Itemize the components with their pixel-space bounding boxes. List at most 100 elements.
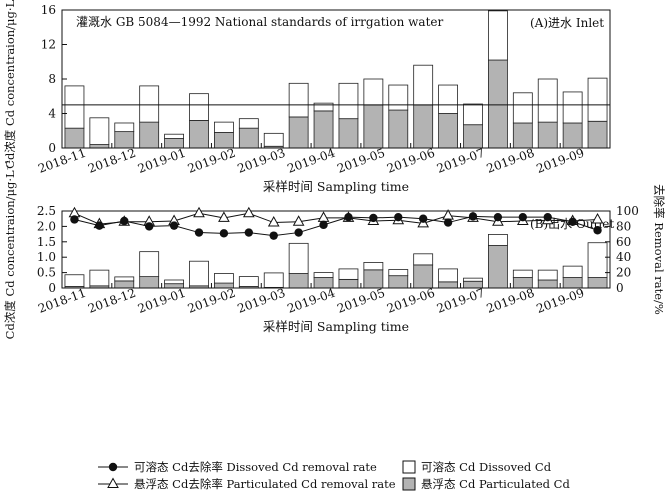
x-tick-label: 2019-08 [485,286,537,316]
x-tick-label: 2019-08 [485,146,537,176]
y-tick-label: 0 [48,281,56,295]
dissolved-removal-point [95,221,104,230]
dissolved-bar [164,279,184,285]
dissolved-bar [64,85,85,129]
dissolved-removal-point [518,212,528,222]
dissolved-bar [587,77,608,122]
particulated-bar [64,127,85,149]
x-tick-label: 2019-06 [385,286,437,316]
legend-label: 可溶态 Cd Dissoved Cd [421,460,552,474]
particulated-bar [189,120,209,149]
particulated-bar [463,124,483,149]
panel-label: (A)进水 Inlet [530,16,604,30]
dissolved-removal-point [369,213,378,223]
dissolved-bar [214,273,234,284]
x-tick-label: 2019-02 [186,286,238,316]
particulated-bar [313,110,334,149]
dissolved-bar [338,82,359,120]
dissolved-bar [64,274,85,287]
dissolved-bar [89,117,110,145]
y2-tick-label: 100 [616,204,639,218]
dissolved-removal-point [543,212,552,222]
dissolved-bar [537,269,558,281]
x-tick-label: 2019-07 [435,286,487,316]
particulated-removal-point [242,206,255,218]
legend-dissolved-box [402,460,416,474]
particulated-bar [388,275,409,289]
particulated-bar [537,279,558,289]
x-tick-label: 2019-01 [136,286,188,316]
x-tick-label: 2019-05 [335,286,387,316]
particulated-bar [488,59,508,149]
particulated-removal-point [591,212,604,224]
x-tick-label: 2019-09 [534,286,586,316]
particulated-bar [438,281,458,289]
legend-circle-marker [108,462,118,472]
y-axis-title: Cd浓度 Cd concentraion/μg·L⁻¹ [3,0,17,169]
plot-frame [61,210,611,289]
dissolved-bar [288,242,309,274]
dissolved-bar [89,269,110,287]
x-tick-label: 2018-11 [36,286,88,316]
dissolved-bar [388,84,409,111]
particulated-removal-line [74,212,598,225]
particulated-bar [89,144,110,149]
dissolved-bar [512,269,533,278]
particulated-bar [438,113,458,149]
particulated-bar [288,116,309,149]
dissolved-removal-point [219,229,229,238]
dissolved-bar [488,10,508,61]
dissolved-bar [438,268,458,283]
particulated-bar [587,277,608,289]
particulated-bar [139,276,160,289]
y2-tick-label: 60 [616,235,631,249]
particulated-bar [338,118,359,149]
particulated-removal-point [317,211,330,222]
y-tick-label: 12 [41,38,56,52]
x-tick-label: 2018-11 [36,146,88,176]
dissolved-removal-point [244,228,254,237]
dissolved-bar [214,121,234,133]
dissolved-removal-point [169,221,179,230]
x-tick-label: 2019-04 [285,146,337,176]
particulated-bar [413,104,434,149]
particulated-bar [388,109,409,149]
x-tick-label: 2019-02 [186,146,238,176]
dissolved-removal-point [294,228,303,237]
dissolved-bar [313,272,334,278]
dissolved-removal-point [394,212,403,222]
dissolved-removal-point [70,215,79,224]
particulated-bar [512,122,533,149]
particulated-bar [338,278,359,289]
legend-triangle-marker [107,477,119,488]
dissolved-bar [139,251,160,278]
legend-label: 悬浮态 Cd Particulated Cd [421,477,570,491]
particulated-bar [587,120,608,149]
dissolved-bar [139,85,160,123]
dissolved-bar [363,78,384,106]
x-axis-title: 采样时间 Sampling time [263,319,409,334]
dissolved-removal-point [468,212,478,221]
legend-label: 可溶态 Cd去除率 Dissoved Cd removal rate [134,460,377,474]
standard-annotation: 灌溉水 GB 5084—1992 National standards of i… [76,15,443,29]
x-tick-label: 2019-01 [136,146,188,176]
legend: 可溶态 Cd去除率 Dissoved Cd removal rate 可溶态 Cd… [98,460,570,491]
dissolved-bar [288,82,309,118]
dissolved-bar [238,118,259,129]
dissolved-removal-point [493,212,503,222]
particulated-bar [413,264,434,289]
x-tick-label: 2018-12 [86,146,138,176]
particulated-bar [537,121,558,149]
dissolved-bar [587,242,608,278]
particulated-bar [238,127,259,149]
y-tick-label: 2.0 [37,219,56,233]
y2-axis-title: 去除率 Removal rate/% [652,184,666,315]
inlet-panel: 04812162018-112018-122019-012019-022019-… [3,0,611,194]
dissolved-bar [512,92,533,124]
dissolved-bar [114,122,135,133]
particulated-removal-point [218,211,230,222]
y-tick-label: 4 [48,107,56,121]
dissolved-removal-point [418,214,428,223]
x-tick-label: 2019-05 [335,146,387,176]
dissolved-bar [388,269,409,277]
